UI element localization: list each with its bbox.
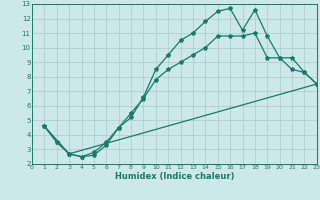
X-axis label: Humidex (Indice chaleur): Humidex (Indice chaleur) (115, 172, 234, 181)
